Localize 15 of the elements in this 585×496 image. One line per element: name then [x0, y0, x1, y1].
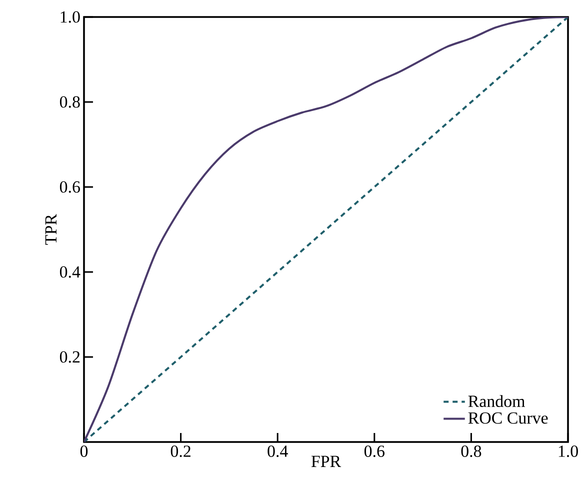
y-tick-label: 0.8 [60, 96, 80, 108]
y-tick-label: 0.2 [60, 351, 80, 363]
x-tick-label: 0.2 [170, 446, 190, 458]
x-tick-label: 0.8 [461, 446, 482, 458]
x-tick-label: 0.4 [268, 446, 288, 458]
x-tick-label: 1.0 [558, 446, 578, 458]
legend-label: ROC Curve [468, 412, 548, 424]
x-axis-title: FPR [311, 456, 342, 467]
x-tick-label: 0 [80, 446, 88, 457]
y-tick-label: 0.4 [60, 266, 80, 278]
y-tick-label: 1.0 [60, 11, 80, 23]
x-tick-label: 0.6 [364, 446, 384, 458]
y-axis-title: TPR [45, 214, 56, 245]
legend-label: Random [468, 395, 525, 408]
y-tick-label: 0.6 [60, 181, 80, 193]
